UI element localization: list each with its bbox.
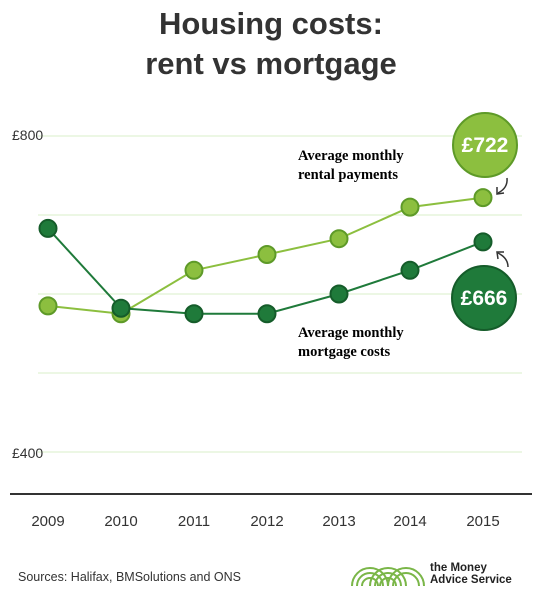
rent-label-line1: Average monthly	[298, 148, 404, 164]
mortgage-point	[473, 232, 493, 252]
mortgage-point	[111, 298, 131, 318]
mortgage-callout: £666	[451, 251, 517, 331]
rent-callout-bubble	[452, 112, 518, 178]
mortgage-callout-arrowhead	[496, 251, 504, 260]
mortgage-point	[38, 218, 58, 238]
x-tick-label: 2012	[250, 513, 283, 530]
source-note: Sources: Halifax, BMSolutions and ONS	[18, 570, 242, 584]
rent-point	[184, 260, 204, 280]
mortgage-point	[329, 284, 349, 304]
mortgage-label-line1: Average monthly	[298, 325, 404, 341]
rent-point	[257, 245, 277, 264]
rent-callout-arrow	[497, 177, 508, 194]
money-advice-service-logo: the Money Advice Service	[348, 556, 528, 590]
x-tick-labels: 2009 2010 2011 2012 2013 2014 2015	[31, 513, 499, 530]
rent-point	[38, 296, 58, 316]
rent-callout-value: £722	[462, 134, 509, 157]
rent-label-line2: rental payments	[298, 167, 398, 183]
mortgage-callout-bubble	[451, 265, 517, 331]
chart-title: Housing costs: rent vs mortgage	[0, 4, 542, 84]
rent-callout-arrowhead	[496, 187, 505, 195]
series-group	[38, 188, 493, 324]
rainbow-logo-icon	[351, 567, 425, 587]
y-tick-800: £800	[12, 127, 43, 143]
mortgage-point	[400, 260, 420, 280]
x-tick-label: 2011	[178, 513, 210, 530]
rent-point	[400, 197, 420, 217]
mortgage-callout-arrow	[497, 252, 509, 268]
chart-title-line2: rent vs mortgage	[145, 46, 397, 81]
mortgage-callout-value: £666	[461, 287, 508, 310]
y-tick-400: £400	[12, 445, 43, 461]
mortgage-label-line2: mortgage costs	[298, 344, 391, 360]
rent-callout: £722	[452, 112, 518, 195]
chart-title-line1: Housing costs:	[159, 6, 383, 41]
rent-series-label: Average monthly rental payments	[298, 148, 407, 183]
x-tick-label: 2010	[104, 513, 137, 530]
mortgage-point	[257, 304, 277, 324]
mortgage-point	[184, 304, 204, 324]
brand-text: the Money Advice Service	[430, 562, 512, 586]
rent-point	[473, 188, 493, 208]
x-tick-label: 2014	[393, 513, 426, 530]
x-tick-label: 2009	[31, 513, 64, 530]
gridlines	[38, 135, 522, 453]
x-tick-label: 2013	[322, 513, 355, 530]
rent-point	[329, 229, 349, 249]
x-tick-label: 2015	[466, 513, 499, 530]
brand-line1: the Money	[430, 562, 487, 574]
brand-line2: Advice Service	[430, 574, 512, 586]
mortgage-series-label: Average monthly mortgage costs	[298, 325, 407, 360]
